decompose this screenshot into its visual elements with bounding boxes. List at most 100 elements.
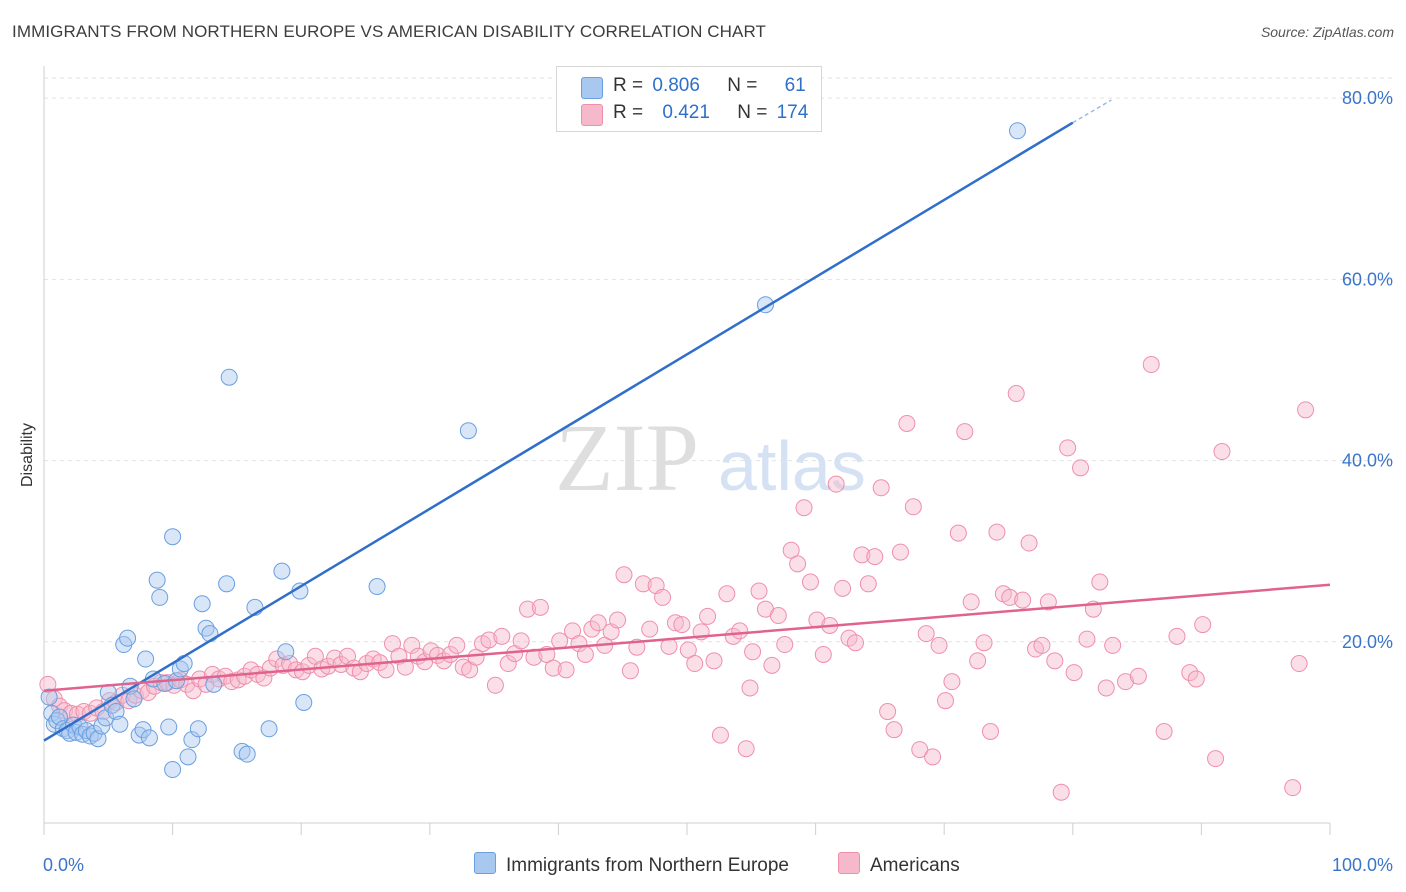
americans-point xyxy=(557,661,575,679)
americans-point xyxy=(917,625,935,643)
americans-point xyxy=(467,648,485,666)
northern-europe-point xyxy=(260,720,278,738)
americans-point xyxy=(814,645,832,663)
americans-point xyxy=(1104,636,1122,654)
axes xyxy=(43,66,1331,835)
americans-point xyxy=(1207,750,1225,768)
americans-point xyxy=(448,636,466,654)
americans-point xyxy=(776,636,794,654)
americans-point xyxy=(1168,627,1186,645)
legend-n-label: N = xyxy=(737,102,768,123)
northern-europe-point xyxy=(295,693,313,711)
americans-point xyxy=(236,667,254,685)
x-tick-label: 100.0% xyxy=(1332,855,1393,875)
americans-point xyxy=(1129,667,1147,685)
americans-point xyxy=(1290,655,1308,673)
northern-europe-point xyxy=(148,571,166,589)
americans-point xyxy=(731,622,749,640)
northern-europe-point xyxy=(233,742,251,760)
trend-lines xyxy=(43,99,1331,742)
americans-point xyxy=(969,652,987,670)
americans-point xyxy=(1020,534,1038,552)
americans-point xyxy=(589,614,607,632)
americans-point xyxy=(679,641,697,659)
y-axis-label: Disability xyxy=(19,422,36,488)
americans-point xyxy=(879,703,897,721)
legend-swatch-blue xyxy=(581,77,603,99)
americans-point xyxy=(544,659,562,677)
northern-europe-point xyxy=(368,578,386,596)
americans-point xyxy=(1213,443,1231,461)
americans-point xyxy=(673,616,691,634)
americans-point xyxy=(1117,673,1135,691)
americans-point xyxy=(866,548,884,566)
americans-point xyxy=(949,524,967,542)
americans-point xyxy=(718,585,736,603)
americans-point xyxy=(293,663,311,681)
americans-point xyxy=(1007,385,1025,403)
americans-point xyxy=(519,600,537,618)
americans-point xyxy=(789,555,807,573)
legend-r-value: 0.806 xyxy=(652,75,700,96)
americans-point xyxy=(499,655,517,673)
northern-europe-point xyxy=(89,730,107,748)
northern-europe-point xyxy=(164,761,182,779)
americans-point xyxy=(853,546,871,564)
americans-point xyxy=(1072,459,1090,477)
americans-point xyxy=(859,575,877,593)
northern-europe-point xyxy=(151,588,169,606)
americans-point xyxy=(911,741,929,759)
stats-legend: R = 0.806 N = 61 R = 0.421 N = 174 xyxy=(556,66,822,132)
northern-europe-point xyxy=(220,368,238,386)
americans-point xyxy=(686,655,704,673)
americans-point xyxy=(634,575,652,593)
legend-r-label: R = xyxy=(613,75,644,96)
americans-point xyxy=(827,475,845,493)
watermark-atlas: atlas xyxy=(718,427,866,505)
northern-europe-point xyxy=(179,748,197,766)
americans-point xyxy=(1065,664,1083,682)
northern-europe-trend-line xyxy=(43,121,1074,742)
americans-point xyxy=(711,726,729,744)
americans-point xyxy=(223,673,241,691)
americans-point xyxy=(1014,591,1032,609)
americans-point xyxy=(274,656,292,674)
americans-point xyxy=(885,721,903,739)
americans-point xyxy=(268,650,286,668)
y-tick-label: 80.0% xyxy=(1342,88,1393,108)
y-tick-label: 60.0% xyxy=(1342,269,1393,289)
bottom-legend-swatch-blue xyxy=(474,852,496,874)
bottom-legend-americans: Americans xyxy=(838,852,960,877)
northern-europe-point xyxy=(107,703,125,721)
americans-point xyxy=(615,566,633,584)
northern-europe-point xyxy=(183,731,201,749)
watermark: ZIP atlas xyxy=(555,404,866,511)
bottom-legend-label: Americans xyxy=(870,855,960,876)
northern-europe-point xyxy=(119,629,137,647)
legend-n-label: N = xyxy=(727,75,758,96)
americans-point xyxy=(531,598,549,616)
americans-point xyxy=(641,620,659,638)
bottom-legend-swatch-pink xyxy=(838,852,860,874)
americans-point xyxy=(930,636,948,654)
americans-point xyxy=(981,722,999,740)
legend-n-value: 174 xyxy=(776,102,809,123)
northern-europe-point xyxy=(201,625,219,643)
americans-point xyxy=(39,675,57,693)
legend-swatch-pink xyxy=(581,104,603,126)
americans-point xyxy=(872,479,890,497)
americans-point xyxy=(975,634,993,652)
northern-europe-point xyxy=(125,690,143,708)
americans-point xyxy=(1046,652,1064,670)
y-tick-label: 40.0% xyxy=(1342,451,1393,471)
americans-point xyxy=(1039,593,1057,611)
americans-point xyxy=(403,636,421,654)
americans-point xyxy=(621,662,639,680)
legend-r-value: 0.421 xyxy=(662,102,710,123)
bottom-legend-northern-europe: Immigrants from Northern Europe xyxy=(474,852,789,877)
americans-point xyxy=(936,692,954,710)
americans-point xyxy=(1284,779,1302,797)
americans-point xyxy=(737,740,755,758)
northern-europe-point xyxy=(1009,122,1027,140)
